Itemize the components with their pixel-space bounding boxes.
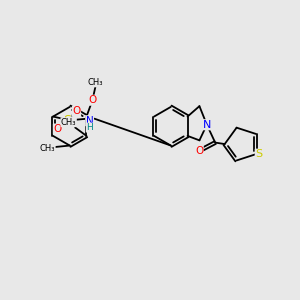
Text: O: O	[72, 106, 81, 116]
Text: CH₃: CH₃	[61, 118, 76, 127]
Text: O: O	[88, 95, 97, 105]
Text: S: S	[255, 149, 262, 159]
Text: S: S	[63, 114, 71, 127]
Text: O: O	[195, 146, 203, 156]
Text: H: H	[86, 123, 93, 132]
Text: N: N	[203, 120, 211, 130]
Text: CH₃: CH₃	[88, 78, 103, 87]
Text: N: N	[86, 116, 94, 126]
Text: O: O	[53, 124, 62, 134]
Text: CH₃: CH₃	[40, 144, 55, 153]
